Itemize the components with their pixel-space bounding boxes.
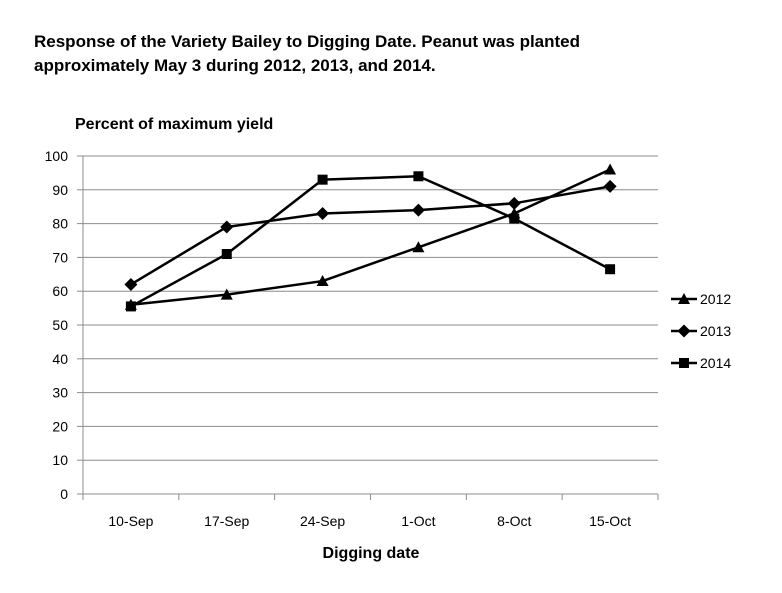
- legend-marker: [679, 358, 689, 368]
- x-tick-label: 15-Oct: [589, 513, 631, 529]
- legend-marker: [678, 293, 690, 304]
- legend: 2012 2013 2014: [671, 291, 731, 371]
- x-axis-label: Digging date: [323, 545, 420, 562]
- chart-title: Response of the Variety Bailey to Diggin…: [34, 30, 754, 78]
- y-tick-label: 50: [52, 317, 68, 333]
- x-tick-label: 24-Sep: [300, 513, 345, 529]
- legend-item-2014: 2014: [671, 355, 731, 371]
- data-point-2013: [507, 196, 521, 210]
- x-tick-label: 17-Sep: [204, 513, 249, 529]
- chart-title-line-2: approximately May 3 during 2012, 2013, a…: [34, 56, 436, 75]
- legend-label: 2012: [700, 291, 731, 307]
- series-line-2013: [130, 185, 611, 286]
- data-point-2013: [220, 220, 234, 234]
- series-line-2014: [130, 175, 611, 308]
- series-2013: [124, 179, 617, 291]
- series-group: [124, 163, 617, 312]
- y-tick-labels: 0 10 20 30 40 50 60 70 80 90 100: [45, 148, 69, 502]
- data-point-2013: [603, 179, 617, 193]
- series-line-2012: [130, 168, 611, 306]
- data-point-2014: [605, 264, 616, 275]
- y-tick-label: 100: [45, 148, 69, 164]
- legend-marker: [677, 324, 691, 338]
- y-tick-label: 30: [52, 385, 68, 401]
- y-tick-label: 70: [52, 249, 68, 265]
- legend-label: 2014: [700, 355, 731, 371]
- series-2014: [125, 171, 616, 312]
- axes: [77, 155, 659, 500]
- legend-item-2012: 2012: [671, 291, 731, 307]
- gridlines: [83, 155, 658, 461]
- y-tick-label: 20: [52, 418, 68, 434]
- data-point-2014: [509, 213, 520, 224]
- y-tick-label: 0: [60, 486, 68, 502]
- x-tick-label: 8-Oct: [497, 513, 531, 529]
- data-point-2013: [316, 206, 330, 220]
- x-tick-labels: 10-Sep 17-Sep 24-Sep 1-Oct 8-Oct 15-Oct: [108, 513, 631, 529]
- data-point-2014: [125, 301, 136, 312]
- y-tick-label: 90: [52, 182, 68, 198]
- y-tick-label: 60: [52, 283, 68, 299]
- series-2012: [124, 163, 617, 310]
- x-tick-label: 10-Sep: [108, 513, 153, 529]
- y-tick-label: 10: [52, 452, 68, 468]
- legend-label: 2013: [700, 323, 731, 339]
- x-tick-label: 1-Oct: [401, 513, 435, 529]
- y-tick-label: 80: [52, 216, 68, 232]
- y-axis-label: Percent of maximum yield: [75, 116, 273, 133]
- data-point-2012: [316, 275, 329, 287]
- data-point-2014: [317, 174, 328, 185]
- data-point-2012: [604, 163, 617, 175]
- legend-item-2013: 2013: [671, 323, 731, 339]
- y-tick-label: 40: [52, 351, 68, 367]
- data-point-2014: [413, 171, 424, 182]
- data-point-2014: [221, 249, 232, 260]
- chart-title-line-1: Response of the Variety Bailey to Diggin…: [34, 32, 581, 51]
- data-point-2012: [412, 241, 425, 253]
- data-point-2013: [411, 203, 425, 217]
- data-point-2012: [220, 288, 233, 300]
- data-point-2013: [124, 277, 138, 291]
